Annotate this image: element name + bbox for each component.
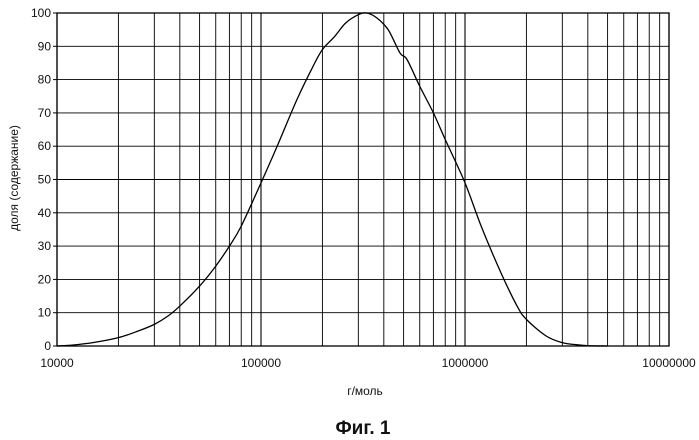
y-tick-label: 60 [38,139,52,153]
y-tick-label: 30 [38,239,52,253]
tick-labels: 0 10 20 30 40 50 60 70 80 90 100 10000 100000 1000000… [31,6,696,370]
x-tick-label: 10000000 [642,356,696,370]
x-tick-label: 10000 [40,356,74,370]
y-tick-label: 10 [38,306,52,320]
y-tick-label: 40 [38,206,52,220]
y-tick-label: 0 [44,339,51,353]
y-tick-label: 100 [31,6,51,20]
y-tick-label: 50 [38,173,52,187]
grid [57,13,669,346]
x-tick-label: 100000 [241,356,281,370]
y-tick-label: 90 [38,39,52,53]
y-axis-label: доля (содержание) [7,125,21,231]
y-tick-label: 80 [38,73,52,87]
y-tick-label: 70 [38,106,52,120]
figure-caption: Фиг. 1 [335,418,390,439]
y-tick-label: 20 [38,272,52,286]
x-tick-label: 1000000 [442,356,489,370]
x-axis-label: г/моль [347,384,383,398]
